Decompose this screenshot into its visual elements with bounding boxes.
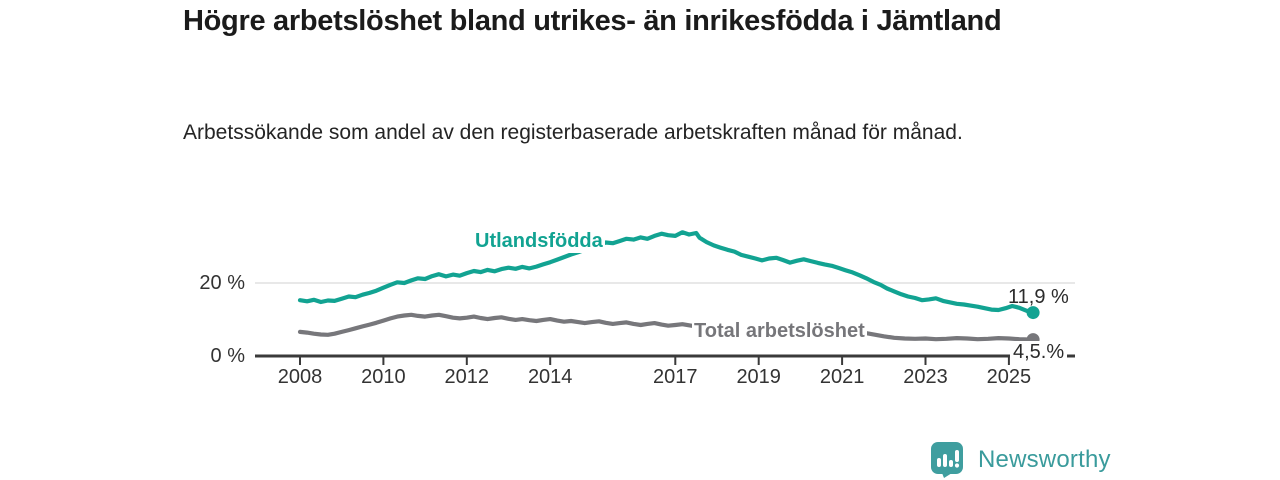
y-axis-label-0: 0 % xyxy=(210,345,245,367)
x-axis-label-2019: 2019 xyxy=(736,366,781,388)
end-value-label-total: 4,5.% xyxy=(1010,341,1068,363)
x-axis-label-2025: 2025 xyxy=(986,366,1032,388)
x-axis-label-2010: 2010 xyxy=(361,366,406,388)
x-axis-label-2012: 2012 xyxy=(444,366,490,388)
bar-chart-speech-bubble-icon xyxy=(931,442,963,478)
series-line-utlandsfodda[interactable] xyxy=(297,230,1036,315)
series-label-total-arbetsloshet: Total arbetslöshet xyxy=(692,319,867,343)
end-value-label-utlandsfodda: 11,9 % xyxy=(1008,286,1069,308)
y-axis-label-20: 20 % xyxy=(199,272,245,294)
series-line-total-arbetsloshet[interactable] xyxy=(297,312,1036,342)
x-axis-label-2021: 2021 xyxy=(819,366,865,388)
x-axis-label-2014: 2014 xyxy=(527,366,573,388)
x-axis-label-2023: 2023 xyxy=(903,366,948,388)
series-end-dot-utlandsfodda[interactable] xyxy=(1026,306,1040,320)
chart-title: Högre arbetslöshet bland utrikes- än inr… xyxy=(183,5,1002,37)
newsworthy-logo[interactable]: Newsworthy xyxy=(930,441,1111,478)
chart-subtitle: Arbetssökande som andel av den registerb… xyxy=(183,121,963,144)
x-axis-label-2008: 2008 xyxy=(277,366,323,388)
series-label-utlandsfodda: Utlandsfödda xyxy=(473,229,605,253)
x-axis-label-2017: 2017 xyxy=(653,366,698,388)
newsworthy-wordmark: Newsworthy xyxy=(978,446,1111,473)
